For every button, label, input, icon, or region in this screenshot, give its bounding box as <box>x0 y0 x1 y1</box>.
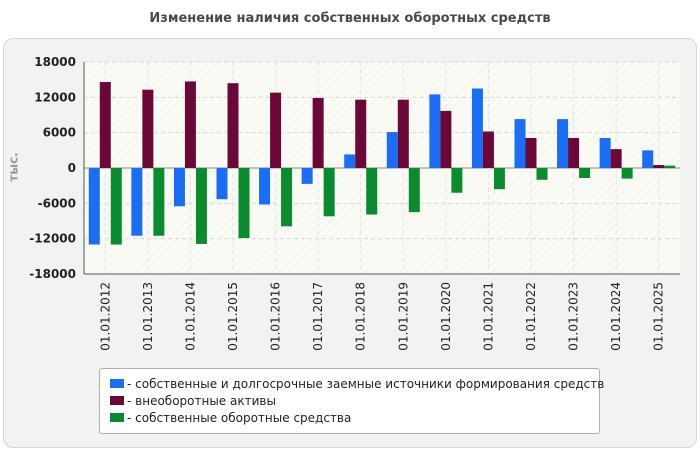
bar-series-3 <box>579 168 591 179</box>
bar-series-1 <box>173 168 185 207</box>
bar-series-2 <box>270 92 282 168</box>
bar-series-1 <box>599 137 611 168</box>
x-tick-label: 01.01.2013 <box>141 282 155 351</box>
bar-series-1 <box>131 168 143 236</box>
bar-series-3 <box>281 168 293 227</box>
x-tick-label: 01.01.2022 <box>524 282 538 351</box>
bar-series-1 <box>471 88 483 168</box>
bar-series-3 <box>238 168 250 239</box>
legend: - собственные и долгосрочные заемные ист… <box>99 368 604 434</box>
x-tick-label: 01.01.2023 <box>567 282 581 351</box>
bar-series-3 <box>195 168 207 244</box>
bar-series-2 <box>142 89 154 168</box>
chart-title: Изменение наличия собственных оборотных … <box>149 11 551 26</box>
x-tick-label: 01.01.2015 <box>226 282 240 351</box>
x-tick-label: 01.01.2014 <box>183 282 197 351</box>
legend-swatch-sources <box>110 379 124 388</box>
bar-series-1 <box>88 168 100 245</box>
x-tick-label: 01.01.2019 <box>396 282 410 351</box>
x-tick-label: 01.01.2017 <box>311 282 325 351</box>
bar-series-3 <box>493 168 505 190</box>
bar-series-2 <box>482 131 494 168</box>
bar-series-3 <box>110 168 122 245</box>
x-tick-label: 01.01.2020 <box>439 282 453 351</box>
bar-series-3 <box>323 168 335 217</box>
legend-item-noncurrent: - внеоборотные активы <box>110 393 276 409</box>
bar-series-3 <box>408 168 420 213</box>
y-axis-label: тыс. <box>6 152 21 182</box>
x-tick-label: 01.01.2012 <box>98 282 112 351</box>
x-tick-label: 01.01.2024 <box>609 282 623 351</box>
bar-series-2 <box>227 83 239 168</box>
bar-series-1 <box>642 150 654 168</box>
bar-series-2 <box>610 149 622 168</box>
bar-series-2 <box>653 165 665 168</box>
y-tick-label: 12000 <box>34 90 76 104</box>
bar-series-2 <box>440 110 452 168</box>
bar-series-1 <box>514 119 526 168</box>
legend-label-sources: - собственные и долгосрочные заемные ист… <box>127 377 605 391</box>
y-tick-label: -6000 <box>38 196 76 210</box>
bar-series-3 <box>451 168 463 193</box>
x-tick-label: 01.01.2025 <box>652 282 666 351</box>
y-tick-label: 0 <box>68 161 76 175</box>
bar-series-2 <box>184 81 196 168</box>
bar-series-1 <box>429 94 441 168</box>
bar-series-3 <box>366 168 378 215</box>
bar-series-3 <box>536 168 548 180</box>
bar-series-2 <box>312 97 324 168</box>
bar-series-1 <box>557 119 569 168</box>
bar-series-2 <box>355 99 367 168</box>
x-tick-label: 01.01.2018 <box>354 282 368 351</box>
bar-series-2 <box>568 137 580 168</box>
bar-series-3 <box>621 168 633 179</box>
legend-swatch-noncurrent <box>110 396 124 405</box>
legend-label-noncurrent: - внеоборотные активы <box>127 394 276 408</box>
bar-series-1 <box>259 168 271 205</box>
legend-swatch-working-capital <box>110 413 124 422</box>
bar-series-3 <box>153 168 165 236</box>
x-tick-label: 01.01.2016 <box>269 282 283 351</box>
bar-series-3 <box>664 165 676 168</box>
bar-series-2 <box>99 82 111 168</box>
y-tick-label: 18000 <box>34 55 76 69</box>
legend-item-working-capital: - собственные оборотные средства <box>110 410 351 426</box>
bar-series-1 <box>344 154 356 168</box>
legend-label-working-capital: - собственные оборотные средства <box>127 411 352 425</box>
legend-item-sources: - собственные и долгосрочные заемные ист… <box>110 376 604 392</box>
bar-series-1 <box>216 168 228 200</box>
y-tick-label: -18000 <box>29 267 76 281</box>
y-tick-label: 6000 <box>43 126 76 140</box>
bar-series-2 <box>525 137 537 168</box>
x-tick-label: 01.01.2021 <box>481 282 495 351</box>
bar-series-1 <box>301 168 313 184</box>
bar-series-1 <box>386 132 398 168</box>
bar-series-2 <box>397 99 409 168</box>
y-tick-label: -12000 <box>29 232 76 246</box>
